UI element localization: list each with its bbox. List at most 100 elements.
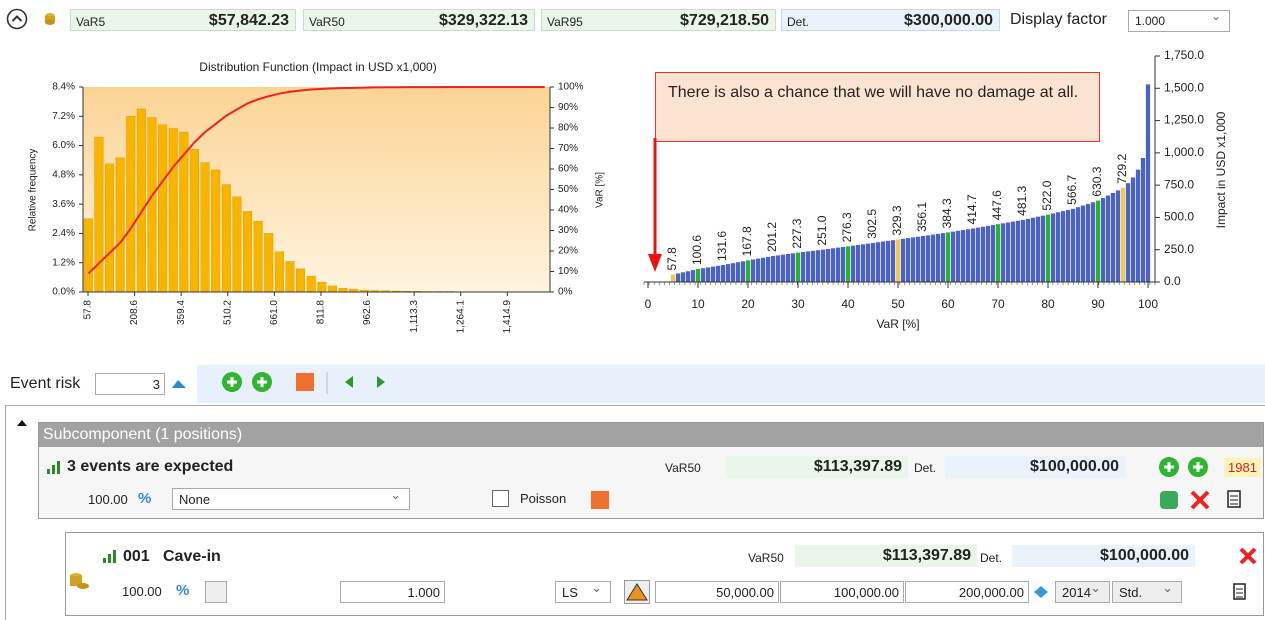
mode-field[interactable]: Std.: [1112, 580, 1182, 603]
bar: [211, 169, 221, 293]
notes-button[interactable]: [1232, 582, 1248, 604]
y-tick-label: 1,500.0: [1164, 80, 1204, 94]
collapse-button[interactable]: [6, 8, 28, 30]
high-input[interactable]: 200,000.00: [905, 581, 1029, 603]
y-tick-label: 1,000.0: [1164, 145, 1204, 159]
bar: [750, 259, 756, 282]
group-buttons[interactable]: [1158, 455, 1218, 479]
item-number: 001: [123, 548, 150, 565]
bar: [189, 148, 200, 293]
item-name: Cave-in: [163, 548, 221, 565]
field-label: VaR95: [547, 15, 583, 29]
x-tick-label: 70: [991, 297, 1005, 311]
bar: [760, 257, 766, 282]
bar: [765, 256, 771, 282]
bar: [1105, 195, 1111, 282]
display-factor-select[interactable]: 1.000: [1128, 9, 1230, 32]
position-panel: [5, 405, 1265, 620]
value-label: 414.7: [965, 194, 979, 224]
x-tick-label: 1,113.3: [409, 300, 420, 333]
expand-toggle[interactable]: [16, 418, 28, 428]
x-tick-label: 30: [791, 297, 805, 311]
y-tick-label: 3.6%: [52, 199, 75, 210]
var50-field: VaR50 $329,322.13: [303, 9, 535, 31]
bar: [890, 240, 896, 282]
bar: [710, 266, 716, 282]
value-label: 729.2: [1115, 153, 1129, 183]
bar: [825, 248, 831, 282]
bar: [685, 271, 691, 282]
chart-title: Distribution Function (Impact in USD x1,…: [199, 60, 436, 74]
signal-icon: [103, 550, 116, 563]
y-tick-label: 8.4%: [52, 82, 75, 93]
bar: [940, 233, 946, 282]
value-label: 251.0: [815, 215, 829, 245]
select-value: LS: [562, 585, 578, 600]
y2-tick-label: 50%: [558, 184, 578, 195]
display-factor-label: Display factor: [1010, 11, 1107, 28]
bar: [880, 241, 886, 282]
bar: [965, 229, 971, 282]
y-axis-label: Impact in USD x1,000: [1214, 111, 1228, 228]
x-tick-label: 40: [841, 297, 855, 311]
bar: [338, 288, 348, 293]
bar: [695, 269, 701, 282]
poisson-checkbox[interactable]: [492, 490, 509, 507]
bar: [700, 268, 706, 282]
year-field[interactable]: 2014: [1055, 580, 1110, 603]
charts: Distribution Function (Impact in USD x1,…: [28, 48, 1229, 334]
value-label: 522.0: [1040, 180, 1054, 210]
x-tick-label: 1,264.1: [455, 300, 466, 334]
y-tick-label: 1.2%: [52, 257, 75, 268]
annotation: There is also a chance that we will have…: [655, 72, 1100, 142]
bar: [805, 251, 811, 282]
bar: [870, 242, 876, 282]
bar: [990, 225, 996, 282]
y-tick-label: 1,250.0: [1164, 113, 1204, 127]
bar: [1015, 220, 1021, 282]
group-row-buttons[interactable]: [1158, 488, 1258, 512]
bar: [126, 116, 136, 293]
bar: [1050, 213, 1056, 282]
bar: [136, 108, 146, 293]
low-input[interactable]: 50,000.00: [655, 581, 779, 603]
bar: [740, 261, 746, 282]
delete-button[interactable]: [1238, 546, 1258, 566]
bar: [104, 163, 115, 293]
kind-select[interactable]: LS: [555, 580, 611, 603]
var-value: $113,397.89: [813, 458, 902, 475]
value-label: 57.8: [665, 247, 679, 271]
toolbar-buttons[interactable]: [205, 368, 415, 400]
bar: [680, 272, 686, 282]
bar: [735, 262, 741, 282]
triangle-button[interactable]: [624, 580, 650, 604]
bar: [875, 242, 881, 282]
y2-tick-label: 70%: [558, 143, 578, 154]
bar: [985, 225, 991, 282]
x-tick-label: 1,414.9: [502, 300, 513, 334]
field-label: VaR5: [76, 15, 106, 29]
det-field: Det. $300,000.00: [781, 9, 1000, 31]
mid-input[interactable]: 100,000.00: [780, 581, 904, 603]
det-label: Det.: [914, 461, 937, 475]
var95-field: VaR95 $729,218.50: [541, 9, 776, 31]
factor-input[interactable]: 1.000: [340, 581, 445, 603]
coin-icon: [45, 13, 55, 25]
bar: [845, 246, 851, 282]
bar: [1095, 200, 1101, 282]
swap-icon[interactable]: [1032, 584, 1050, 600]
x-tick-label: 60: [941, 297, 955, 311]
event-count-input[interactable]: 3: [95, 373, 165, 395]
percent-icon: %: [176, 582, 190, 599]
bar: [1115, 190, 1121, 282]
spin-icon[interactable]: [170, 376, 188, 390]
bar: [327, 285, 337, 293]
option-button[interactable]: [205, 581, 227, 603]
year-value: 2014: [1062, 585, 1091, 600]
import-button[interactable]: [588, 488, 612, 512]
input-value: 200,000.00: [958, 585, 1024, 600]
var-value: $113,397.89: [882, 547, 971, 564]
x-tick-label: 90: [1091, 297, 1105, 311]
distribution-select[interactable]: None: [172, 487, 410, 510]
bar: [1040, 215, 1046, 282]
